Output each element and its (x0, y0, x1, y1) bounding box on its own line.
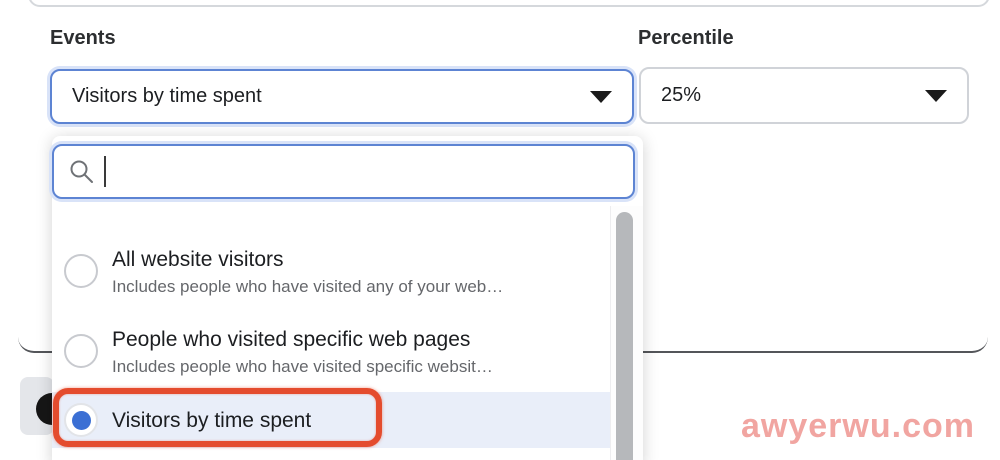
dropdown-option-list: All website visitors Includes people who… (52, 208, 643, 460)
partial-input-above[interactable] (28, 0, 990, 7)
percentile-label: Percentile (638, 27, 734, 49)
events-select[interactable]: Visitors by time spent (50, 69, 634, 124)
text-cursor (104, 156, 106, 187)
radio-dot (71, 410, 91, 430)
search-icon (70, 160, 93, 183)
chevron-down-icon (925, 89, 947, 102)
radio-selected-icon[interactable] (64, 403, 98, 437)
search-input[interactable] (106, 160, 619, 183)
events-label: Events (50, 27, 116, 49)
option-description: Includes people who have visited any of … (112, 277, 504, 296)
events-select-value: Visitors by time spent (72, 85, 262, 107)
option-all-website-visitors[interactable]: All website visitors Includes people who… (52, 232, 612, 310)
events-dropdown-panel: All website visitors Includes people who… (52, 136, 643, 460)
option-title: People who visited specific web pages (112, 328, 471, 351)
percentile-select[interactable]: 25% (639, 67, 969, 124)
watermark-text: awyerwu.com (741, 407, 975, 445)
option-description: Includes people who have visited specifi… (112, 357, 493, 376)
dropdown-scrollbar-thumb[interactable] (616, 212, 633, 460)
radio-unselected-icon[interactable] (64, 254, 98, 288)
radio-unselected-icon[interactable] (64, 334, 98, 368)
option-visitors-by-time-spent[interactable]: Visitors by time spent (52, 392, 624, 448)
option-title: Visitors by time spent (112, 408, 312, 432)
dropdown-search-box[interactable] (52, 144, 635, 199)
percentile-select-value: 25% (661, 84, 702, 106)
dropdown-scrollbar-track[interactable] (610, 206, 643, 460)
option-title: All website visitors (112, 248, 284, 271)
option-specific-web-pages[interactable]: People who visited specific web pages In… (52, 312, 612, 390)
chevron-down-icon (590, 90, 612, 103)
